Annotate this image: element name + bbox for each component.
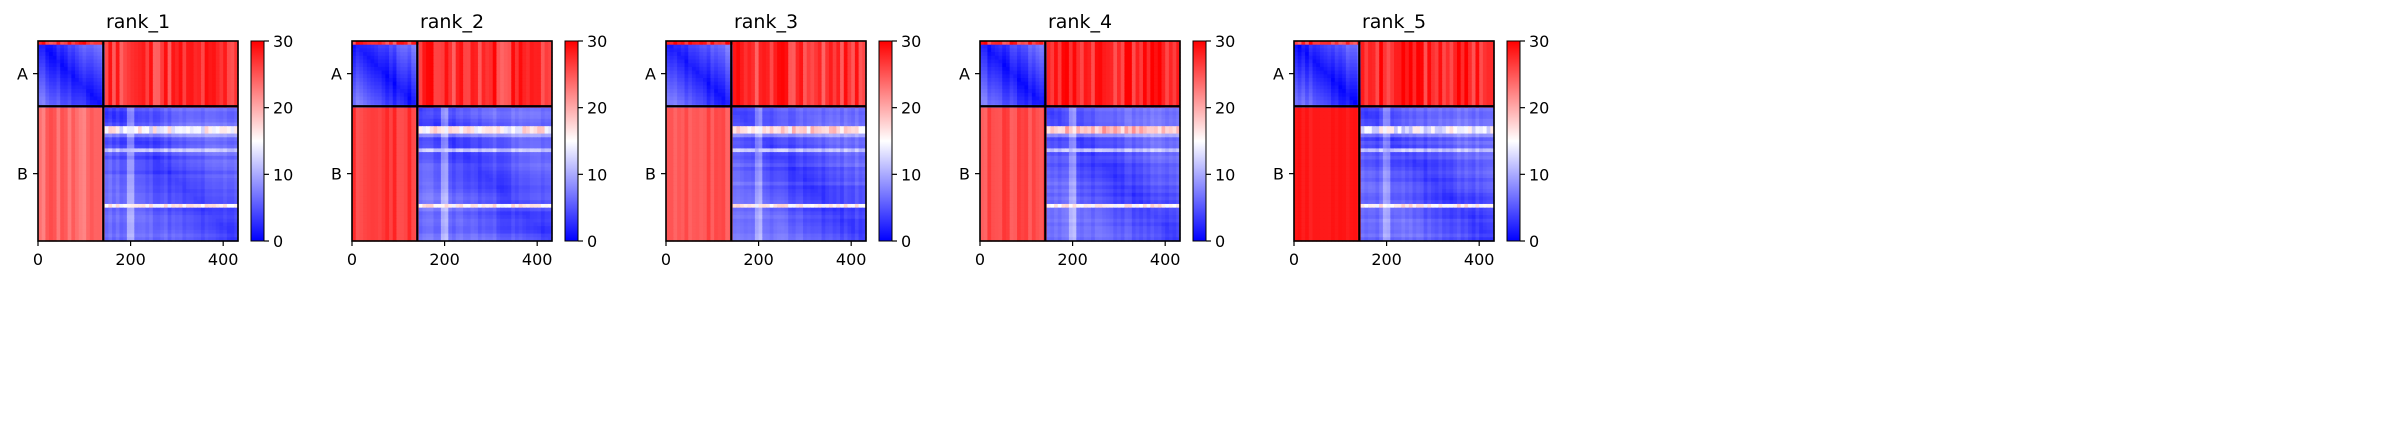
colorbar-tick-label: 20 xyxy=(901,99,921,118)
xtick-label: 400 xyxy=(522,250,553,269)
heatmap-cells xyxy=(666,41,867,242)
panel-rank_5: rank_5 A B 0 200 400 0 10 20 30 xyxy=(1273,11,1549,269)
colorbar xyxy=(878,40,893,242)
ytick-label: A xyxy=(645,65,656,84)
ytick-label: B xyxy=(645,165,656,184)
panel-title: rank_4 xyxy=(1048,11,1112,33)
ytick-label: A xyxy=(331,65,342,84)
heatmap-cells xyxy=(1294,41,1495,242)
colorbar xyxy=(1192,40,1207,242)
xtick-label: 200 xyxy=(1057,250,1088,269)
colorbar-tick-label: 20 xyxy=(273,99,293,118)
xtick-label: 200 xyxy=(743,250,774,269)
panel-title: rank_5 xyxy=(1362,11,1426,33)
xtick-label: 0 xyxy=(1289,250,1299,269)
colorbar-tick-label: 0 xyxy=(587,232,597,251)
heatmap-cells xyxy=(980,41,1181,242)
colorbar-tick-label: 10 xyxy=(273,165,293,184)
xtick-label: 400 xyxy=(1464,250,1495,269)
heatmap-cells xyxy=(38,41,239,242)
colorbar-tick-label: 10 xyxy=(901,165,921,184)
axes-frame xyxy=(351,40,553,242)
xtick-label: 0 xyxy=(661,250,671,269)
colorbar-tick-label: 0 xyxy=(901,232,911,251)
panel-rank_1: rank_1 A B 0 200 400 0 10 20 30 xyxy=(17,11,293,269)
panel-title: rank_3 xyxy=(734,11,798,33)
colorbar-tick-label: 0 xyxy=(273,232,283,251)
ytick-label: B xyxy=(1273,165,1284,184)
xtick-label: 0 xyxy=(975,250,985,269)
axes-frame xyxy=(1293,40,1495,242)
panel-title: rank_1 xyxy=(106,11,170,33)
ytick-label: A xyxy=(1273,65,1284,84)
axes-frame xyxy=(37,40,239,242)
xtick-label: 200 xyxy=(115,250,146,269)
colorbar-tick-label: 20 xyxy=(587,99,607,118)
colorbar xyxy=(1506,40,1521,242)
colorbar xyxy=(250,40,265,242)
heatmap-cells xyxy=(352,41,553,242)
axes-frame xyxy=(979,40,1181,242)
xtick-label: 200 xyxy=(429,250,460,269)
colorbar-tick-label: 30 xyxy=(1529,32,1549,51)
ytick-label: A xyxy=(959,65,970,84)
colorbar-tick-label: 10 xyxy=(587,165,607,184)
axes-frame xyxy=(665,40,867,242)
colorbar-tick-label: 10 xyxy=(1529,165,1549,184)
colorbar-tick-label: 30 xyxy=(1215,32,1235,51)
ytick-label: B xyxy=(17,165,28,184)
panel-title: rank_2 xyxy=(420,11,484,33)
colorbar-tick-label: 20 xyxy=(1215,99,1235,118)
ytick-label: B xyxy=(959,165,970,184)
xtick-label: 400 xyxy=(836,250,867,269)
colorbar-tick-label: 30 xyxy=(587,32,607,51)
colorbar-tick-label: 30 xyxy=(273,32,293,51)
panel-rank_3: rank_3 A B 0 200 400 0 10 20 30 xyxy=(645,11,921,269)
colorbar-tick-label: 30 xyxy=(901,32,921,51)
xtick-label: 0 xyxy=(347,250,357,269)
ytick-label: A xyxy=(17,65,28,84)
panel-rank_2: rank_2 A B 0 200 400 0 10 20 30 xyxy=(331,11,607,269)
colorbar-tick-label: 0 xyxy=(1215,232,1225,251)
xtick-label: 400 xyxy=(1150,250,1181,269)
colorbar-tick-label: 10 xyxy=(1215,165,1235,184)
xtick-label: 0 xyxy=(33,250,43,269)
colorbar-tick-label: 0 xyxy=(1529,232,1539,251)
colorbar-tick-label: 20 xyxy=(1529,99,1549,118)
xtick-label: 400 xyxy=(208,250,239,269)
xtick-label: 200 xyxy=(1371,250,1402,269)
colorbar xyxy=(564,40,579,242)
ytick-label: B xyxy=(331,165,342,184)
panel-rank_4: rank_4 A B 0 200 400 0 10 20 30 xyxy=(959,11,1235,269)
